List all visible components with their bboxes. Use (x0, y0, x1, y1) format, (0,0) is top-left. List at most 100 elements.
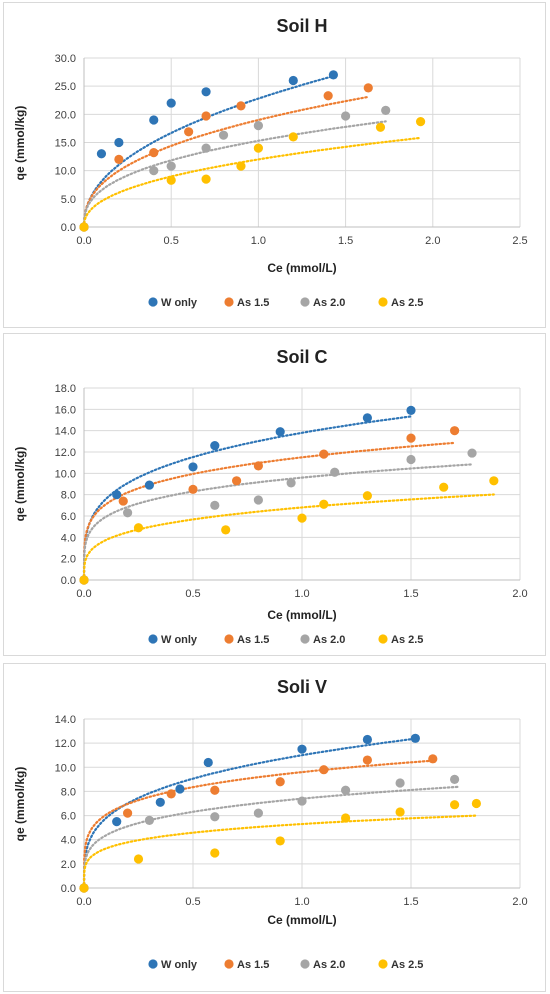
y-tick-label: 18.0 (55, 383, 76, 395)
chart-title: Soli V (277, 677, 327, 697)
data-point (79, 575, 89, 585)
data-point (188, 462, 198, 472)
x-tick-label: 2.5 (512, 235, 527, 247)
data-point (210, 500, 220, 510)
y-axis-label: qe (mmol/kg) (13, 767, 27, 842)
data-point (210, 848, 220, 858)
trendline-as-2-5 (82, 814, 478, 890)
data-point (362, 755, 372, 765)
data-point (362, 491, 372, 501)
data-point (232, 476, 242, 486)
y-tick-label: 6.0 (61, 511, 76, 523)
y-tick-label: 30.0 (55, 53, 76, 65)
data-point (406, 454, 416, 465)
data-point (203, 757, 213, 768)
data-point (112, 817, 122, 827)
legend-label: W only (161, 297, 198, 309)
legend-label: As 1.5 (237, 634, 269, 646)
data-point (410, 733, 420, 743)
data-point (323, 91, 333, 101)
data-point (288, 132, 298, 142)
data-point (166, 789, 176, 799)
y-tick-label: 25.0 (55, 81, 76, 93)
data-point (439, 482, 449, 492)
y-tick-label: 8.0 (61, 490, 76, 502)
y-tick-label: 12.0 (55, 447, 76, 459)
data-point (201, 174, 211, 184)
data-point (114, 154, 124, 164)
data-point (275, 836, 285, 846)
data-point (275, 777, 285, 787)
data-point (149, 166, 159, 176)
y-tick-label: 16.0 (55, 404, 76, 416)
data-point (328, 70, 338, 80)
data-point (428, 754, 438, 764)
legend-marker (378, 634, 388, 644)
y-tick-label: 0.0 (61, 222, 76, 234)
data-point (330, 467, 340, 477)
y-tick-label: 8.0 (61, 786, 76, 798)
data-point (188, 484, 198, 494)
data-point (133, 523, 144, 533)
legend-marker (300, 297, 310, 307)
data-point (363, 83, 373, 93)
data-point (297, 796, 307, 806)
data-point (123, 508, 133, 518)
data-point (381, 105, 391, 115)
data-point (471, 798, 481, 809)
data-point (149, 115, 159, 125)
data-point (297, 513, 307, 523)
legend-marker (148, 297, 158, 307)
data-point (467, 448, 477, 458)
x-tick-label: 2.0 (425, 235, 440, 247)
trendline-as-1-5 (82, 95, 370, 229)
x-tick-label: 1.5 (338, 235, 353, 247)
data-point (175, 784, 185, 794)
y-tick-label: 2.0 (61, 554, 76, 566)
x-tick-label: 0.0 (76, 896, 91, 908)
data-point (415, 117, 426, 127)
data-point (253, 461, 263, 471)
data-point (341, 813, 351, 823)
y-tick-label: 14.0 (55, 426, 76, 438)
x-tick-label: 0.5 (185, 896, 200, 908)
data-point (286, 478, 296, 488)
x-tick-label: 1.5 (403, 896, 418, 908)
legend-label: As 2.0 (313, 959, 345, 971)
data-point (297, 744, 307, 754)
legend-label: W only (161, 959, 198, 971)
y-tick-label: 2.0 (61, 859, 76, 871)
y-tick-label: 10.0 (55, 166, 76, 178)
chart-soil-c: Soil C 0.0 0.5 1.0 1.5 2.0 0.0 2.0 4.0 6.0 8.0 10.0… (13, 347, 528, 646)
data-point (144, 480, 154, 490)
data-point (319, 449, 329, 459)
chart-title: Soil H (276, 16, 327, 36)
trendline-as-2-0 (82, 463, 474, 582)
data-point (112, 490, 122, 500)
chart-panel-soli-v: Soli V 0.0 0.5 1.0 1.5 2.0 0.0 2.0 4.0 6.0 8.0 10.0… (3, 663, 546, 992)
legend-marker (148, 634, 158, 644)
chart-soil-h: Soil H 0.0 0.5 1.0 1.5 2.0 2.5 0.0 5.0 10.0 15.0 20… (13, 16, 528, 309)
trendline-w-only (82, 737, 417, 890)
data-point (450, 774, 460, 784)
trendline-as-2-5 (82, 136, 422, 229)
x-tick-label: 0.5 (185, 588, 200, 600)
legend-label: W only (161, 634, 198, 646)
data-point (118, 496, 128, 506)
legend-marker (148, 959, 158, 969)
data-point (489, 476, 499, 486)
legend-label: As 2.5 (391, 959, 423, 971)
trendline-w-only (82, 415, 413, 582)
y-tick-label: 0.0 (61, 883, 76, 895)
legend-marker (378, 297, 388, 307)
y-tick-label: 15.0 (55, 138, 76, 150)
data-point (450, 426, 460, 436)
data-point (210, 785, 220, 795)
y-tick-label: 10.0 (55, 762, 76, 774)
chart-title: Soil C (276, 347, 327, 367)
data-point (184, 127, 194, 137)
x-axis-label: Ce (mmol/L) (267, 913, 336, 927)
legend-label: As 2.5 (391, 634, 423, 646)
y-tick-label: 14.0 (55, 714, 76, 726)
data-point (288, 75, 298, 86)
